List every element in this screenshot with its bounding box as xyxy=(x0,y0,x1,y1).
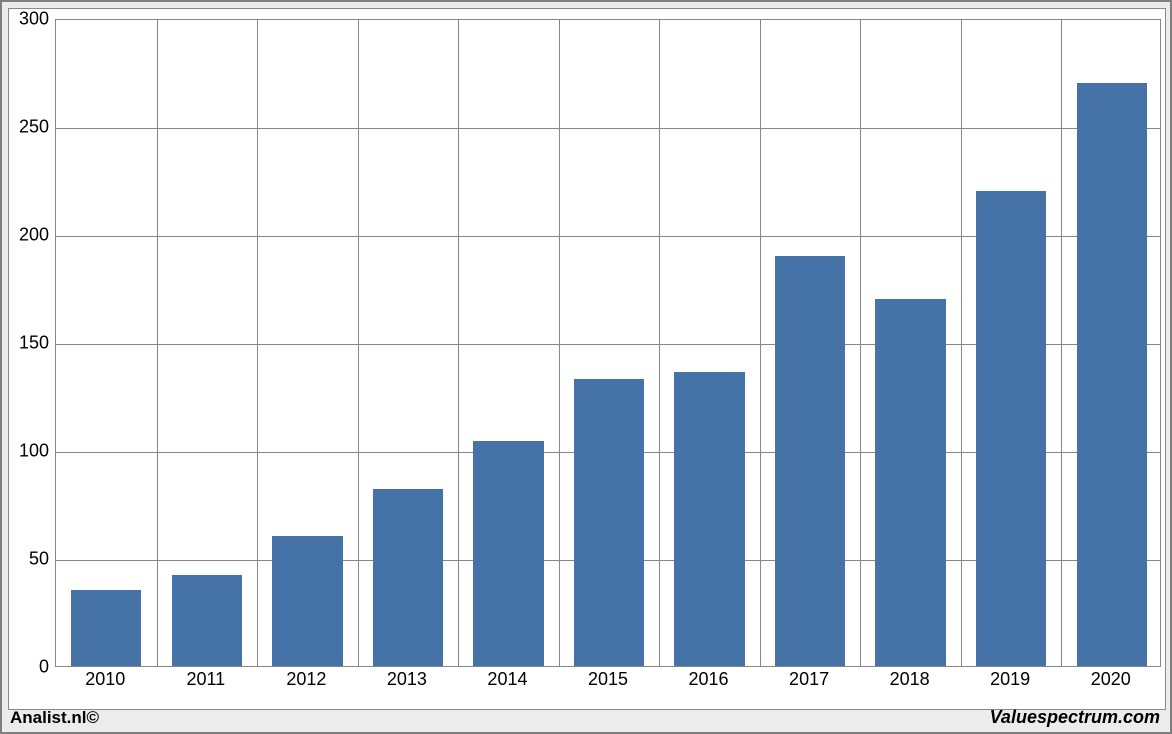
bar xyxy=(674,372,744,666)
x-tick-label: 2020 xyxy=(1091,669,1131,690)
x-tick-label: 2017 xyxy=(789,669,829,690)
y-tick-label: 200 xyxy=(9,225,49,246)
x-tick-label: 2019 xyxy=(990,669,1030,690)
chart-card: 0 50 100 150 200 250 300 2010 2011 2012 2013 2014 2… xyxy=(8,8,1166,710)
bar xyxy=(574,379,644,666)
gridline-v xyxy=(961,20,962,666)
gridline-v xyxy=(458,20,459,666)
x-tick-label: 2011 xyxy=(186,669,225,690)
footer-right-text: Valuespectrum.com xyxy=(990,707,1160,728)
bar xyxy=(71,590,141,666)
gridline-v xyxy=(157,20,158,666)
x-tick-label: 2013 xyxy=(387,669,427,690)
outer-frame: 0 50 100 150 200 250 300 2010 2011 2012 2013 2014 2… xyxy=(0,0,1172,734)
x-tick-label: 2018 xyxy=(890,669,930,690)
gridline-h xyxy=(56,128,1160,129)
y-tick-label: 250 xyxy=(9,117,49,138)
plot-area xyxy=(55,19,1161,667)
gridline-v xyxy=(1061,20,1062,666)
bar xyxy=(875,299,945,666)
y-tick-label: 300 xyxy=(9,9,49,30)
x-tick-label: 2016 xyxy=(689,669,729,690)
gridline-v xyxy=(659,20,660,666)
x-tick-label: 2015 xyxy=(588,669,628,690)
gridline-v xyxy=(860,20,861,666)
bar xyxy=(775,256,845,666)
x-tick-label: 2014 xyxy=(487,669,527,690)
bar xyxy=(272,536,342,666)
bar xyxy=(373,489,443,666)
gridline-v xyxy=(559,20,560,666)
x-tick-label: 2012 xyxy=(286,669,326,690)
y-tick-label: 50 xyxy=(9,549,49,570)
gridline-v xyxy=(760,20,761,666)
bar xyxy=(473,441,543,666)
gridline-v xyxy=(257,20,258,666)
y-tick-label: 100 xyxy=(9,441,49,462)
gridline-v xyxy=(358,20,359,666)
bar xyxy=(1077,83,1147,666)
y-tick-label: 0 xyxy=(9,657,49,678)
y-tick-label: 150 xyxy=(9,333,49,354)
bar xyxy=(172,575,242,666)
footer-left-text: Analist.nl© xyxy=(10,708,99,728)
bar xyxy=(976,191,1046,666)
x-tick-label: 2010 xyxy=(85,669,125,690)
